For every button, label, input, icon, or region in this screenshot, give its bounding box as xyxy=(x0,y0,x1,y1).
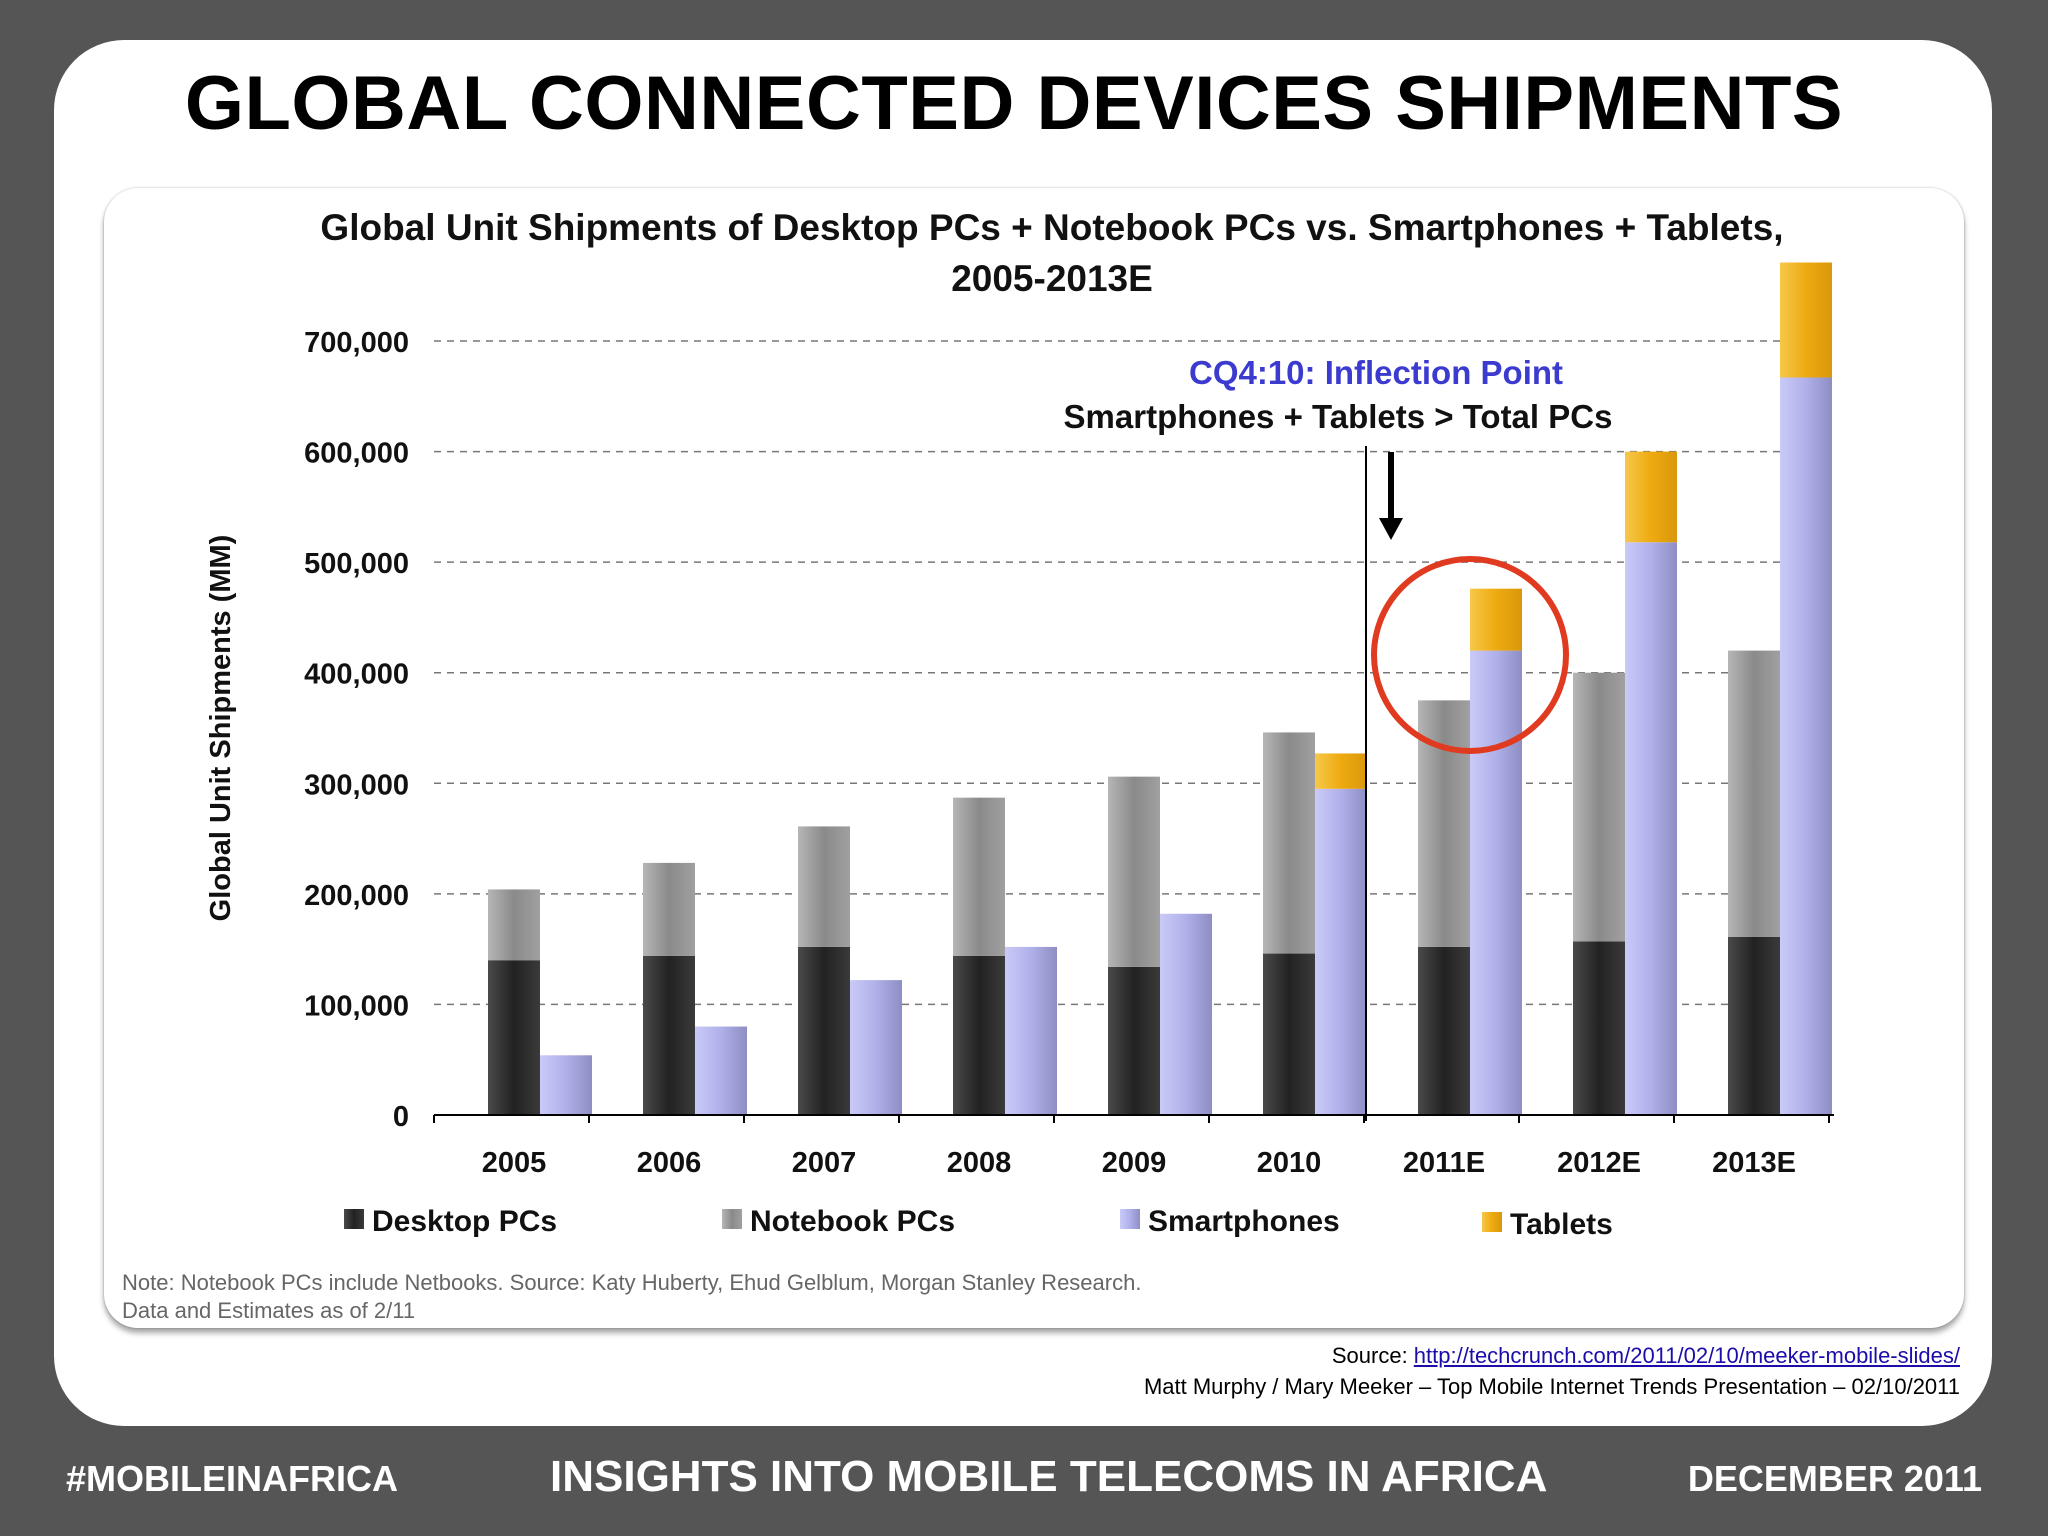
desktop-pcs-bar xyxy=(643,955,695,1115)
y-tick-label: 500,000 xyxy=(304,548,409,580)
legend-label: Desktop PCs xyxy=(372,1205,557,1238)
footer-tagline: INSIGHTS INTO MOBILE TELECOMS IN AFRICA xyxy=(550,1452,1548,1501)
source-line: Source: http://techcrunch.com/2011/02/10… xyxy=(1332,1343,1960,1369)
source-link[interactable]: http://techcrunch.com/2011/02/10/meeker-… xyxy=(1413,1343,1960,1368)
y-tick-label: 100,000 xyxy=(304,990,409,1022)
notebook-pcs-bar xyxy=(1108,776,1160,967)
x-tick-label: 2011E xyxy=(1403,1147,1485,1179)
smartphones-bar xyxy=(540,1055,592,1115)
annotation-arrow-head xyxy=(1379,518,1403,540)
smartphones-bar xyxy=(850,980,902,1115)
smartphones-bar xyxy=(1160,913,1212,1115)
legend-swatch xyxy=(344,1209,364,1229)
x-tick-label: 2010 xyxy=(1257,1147,1322,1179)
chart-note-line2: Data and Estimates as of 2/11 xyxy=(122,1298,415,1323)
y-tick-label: 0 xyxy=(393,1101,409,1133)
legend-swatch xyxy=(722,1209,742,1229)
y-tick-label: 300,000 xyxy=(304,769,409,801)
highlight-circle xyxy=(1371,556,1569,754)
smartphones-bar xyxy=(1005,946,1057,1115)
footer-hashtag: #MOBILEINAFRICA xyxy=(66,1458,398,1499)
slide-title: GLOBAL CONNECTED DEVICES SHIPMENTS xyxy=(184,61,1844,146)
notebook-pcs-bar xyxy=(953,797,1005,956)
tablets-bar xyxy=(1625,451,1677,543)
x-tick-label: 2006 xyxy=(637,1147,702,1179)
legend-layer: Desktop PCs Notebook PCs Smartphones Tablet… xyxy=(344,1205,1613,1241)
chart-title-line1: Global Unit Shipments of Desktop PCs + N… xyxy=(320,207,1783,248)
notebook-pcs-bar xyxy=(1728,650,1780,937)
source-prefix: Source: xyxy=(1331,1343,1414,1368)
desktop-pcs-bar xyxy=(1418,946,1470,1115)
notebook-pcs-bar xyxy=(1573,672,1625,942)
y-tick-label: 600,000 xyxy=(304,438,409,470)
legend-label: Smartphones xyxy=(1148,1205,1340,1238)
desktop-pcs-bar xyxy=(953,955,1005,1115)
footer-date: DECEMBER 2011 xyxy=(1687,1458,1982,1499)
smartphones-bar xyxy=(1315,788,1367,1115)
chart-svg: Global Unit Shipments of Desktop PCs + N… xyxy=(122,207,1834,1323)
desktop-pcs-bar xyxy=(1108,966,1160,1115)
y-tick-label: 200,000 xyxy=(304,880,409,912)
x-tick-label: 2012E xyxy=(1557,1147,1641,1179)
y-tick-label: 700,000 xyxy=(304,327,409,359)
x-tick-label: 2013E xyxy=(1712,1147,1796,1179)
legend-swatch xyxy=(1482,1212,1502,1232)
smartphones-bar xyxy=(695,1026,747,1115)
notebook-pcs-bar xyxy=(1263,732,1315,954)
chart-title-line2: 2005-2013E xyxy=(951,258,1153,299)
x-tick-label: 2009 xyxy=(1102,1147,1167,1179)
tablets-bar xyxy=(1315,753,1367,789)
tablets-bar xyxy=(1780,262,1832,378)
desktop-pcs-bar xyxy=(1728,936,1780,1115)
tablets-bar xyxy=(1470,588,1522,651)
notebook-pcs-bar xyxy=(643,862,695,956)
desktop-pcs-bar xyxy=(1263,953,1315,1115)
bars-layer xyxy=(488,262,1832,1115)
x-tick-label: 2008 xyxy=(947,1147,1012,1179)
annotation-text: Smartphones + Tablets > Total PCs xyxy=(1064,398,1613,435)
chart-note-line1: Note: Notebook PCs include Netbooks. Sou… xyxy=(122,1270,1141,1295)
annotation-layer: CQ4:10: Inflection Point Smartphones + T… xyxy=(1064,354,1613,1121)
y-tick-label: 400,000 xyxy=(304,659,409,691)
desktop-pcs-bar xyxy=(488,960,540,1115)
smartphones-bar xyxy=(1780,377,1832,1115)
smartphones-bar xyxy=(1470,650,1522,1115)
axis-layer: 0 100,000 200,000 300,000 400,000 500,000 600,… xyxy=(304,327,1834,1179)
legend-label: Notebook PCs xyxy=(750,1205,955,1238)
notebook-pcs-bar xyxy=(798,826,850,947)
notebook-pcs-bar xyxy=(488,889,540,961)
annotation-title: CQ4:10: Inflection Point xyxy=(1189,354,1563,391)
x-tick-label: 2005 xyxy=(482,1147,547,1179)
desktop-pcs-bar xyxy=(1573,941,1625,1115)
y-axis-label: Global Unit Shipments (MM) xyxy=(205,535,237,922)
legend-label: Tablets xyxy=(1510,1208,1613,1241)
smartphones-bar xyxy=(1625,542,1677,1115)
desktop-pcs-bar xyxy=(798,946,850,1115)
credit-line: Matt Murphy / Mary Meeker – Top Mobile I… xyxy=(1143,1374,1960,1399)
x-tick-label: 2007 xyxy=(792,1147,857,1179)
legend-swatch xyxy=(1120,1209,1140,1229)
